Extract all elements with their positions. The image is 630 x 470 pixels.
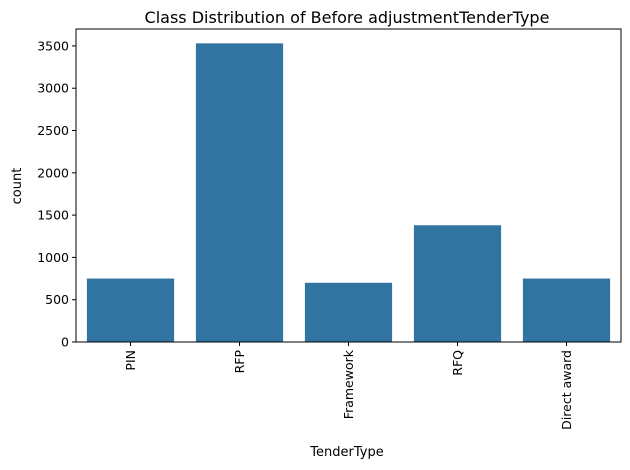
x-tick-label-direct-award: Direct award: [559, 350, 574, 430]
y-tick-label: 500: [45, 292, 69, 307]
y-tick-label: 3000: [37, 81, 69, 96]
x-axis: PIN RFP Framework RFQ Direct award: [123, 342, 574, 430]
y-axis: 0 500 1000 1500 2000 2500 3000 3500: [37, 38, 76, 350]
x-tick-label-pin: PIN: [123, 350, 138, 371]
y-tick-label: 1000: [37, 250, 69, 265]
y-tick-label: 1500: [37, 208, 69, 223]
y-tick-label: 2500: [37, 123, 69, 138]
x-axis-label: TenderType: [309, 445, 383, 460]
bar-direct-award: [522, 278, 611, 342]
x-tick-label-rfp: RFP: [232, 350, 247, 374]
y-axis-label: count: [10, 168, 25, 205]
x-tick-label-rfq: RFQ: [450, 350, 465, 376]
x-tick-label-framework: Framework: [341, 349, 356, 419]
bar-rfp: [195, 43, 284, 343]
y-tick-label: 0: [61, 335, 69, 350]
y-tick-label: 3500: [37, 38, 69, 53]
chart-title: Class Distribution of Before adjustmentT…: [145, 8, 550, 27]
y-tick-label: 2000: [37, 165, 69, 180]
bars-group: [86, 43, 611, 343]
bar-pin: [86, 278, 175, 342]
bar-rfq: [413, 225, 502, 342]
bar-framework: [304, 282, 393, 342]
